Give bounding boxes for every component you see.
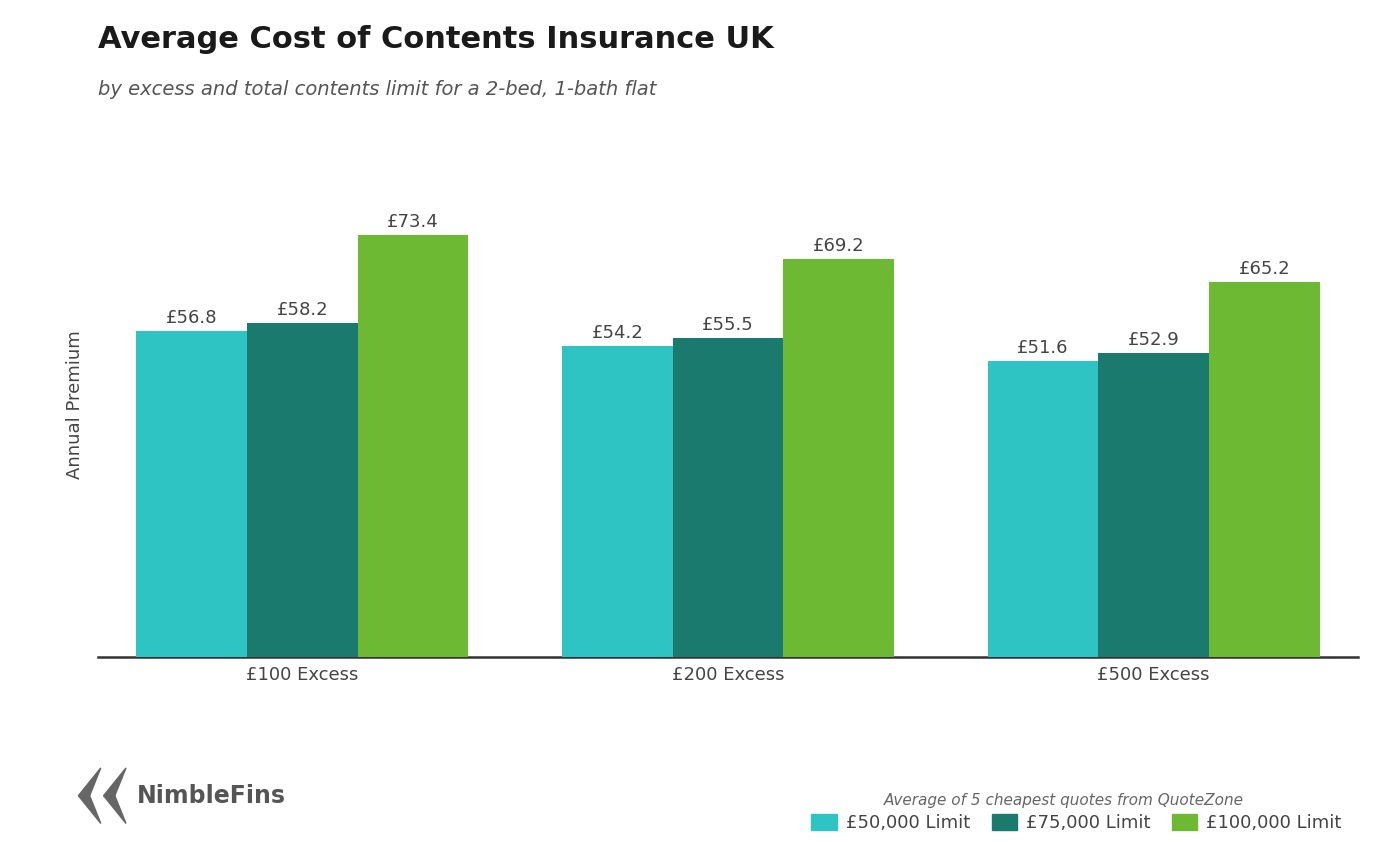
Text: NimbleFins: NimbleFins: [137, 784, 286, 807]
Bar: [561, 345, 672, 657]
Y-axis label: Annual Premium: Annual Premium: [66, 330, 84, 478]
Polygon shape: [78, 768, 101, 796]
Text: £56.8: £56.8: [165, 309, 217, 327]
Bar: [672, 338, 784, 657]
Text: £58.2: £58.2: [277, 301, 328, 318]
Bar: [1099, 353, 1210, 657]
Bar: [136, 331, 246, 657]
Text: £65.2: £65.2: [1239, 260, 1291, 279]
Bar: [357, 236, 469, 657]
Bar: [1210, 282, 1320, 657]
Legend: £50,000 Limit, £75,000 Limit, £100,000 Limit: £50,000 Limit, £75,000 Limit, £100,000 L…: [804, 807, 1350, 839]
Text: Average Cost of Contents Insurance UK: Average Cost of Contents Insurance UK: [98, 25, 774, 54]
Text: Average of 5 cheapest quotes from QuoteZone: Average of 5 cheapest quotes from QuoteZ…: [883, 793, 1245, 808]
Text: £73.4: £73.4: [388, 213, 438, 232]
Polygon shape: [104, 768, 126, 796]
Polygon shape: [78, 796, 101, 823]
Text: £52.9: £52.9: [1128, 331, 1180, 349]
Bar: [246, 322, 357, 657]
Bar: [987, 360, 1099, 657]
Text: by excess and total contents limit for a 2-bed, 1-bath flat: by excess and total contents limit for a…: [98, 80, 657, 99]
Text: £54.2: £54.2: [591, 323, 643, 342]
Text: £51.6: £51.6: [1018, 338, 1068, 356]
Text: £55.5: £55.5: [703, 316, 753, 334]
Polygon shape: [104, 796, 126, 823]
Bar: [784, 259, 895, 657]
Text: £69.2: £69.2: [813, 237, 864, 255]
